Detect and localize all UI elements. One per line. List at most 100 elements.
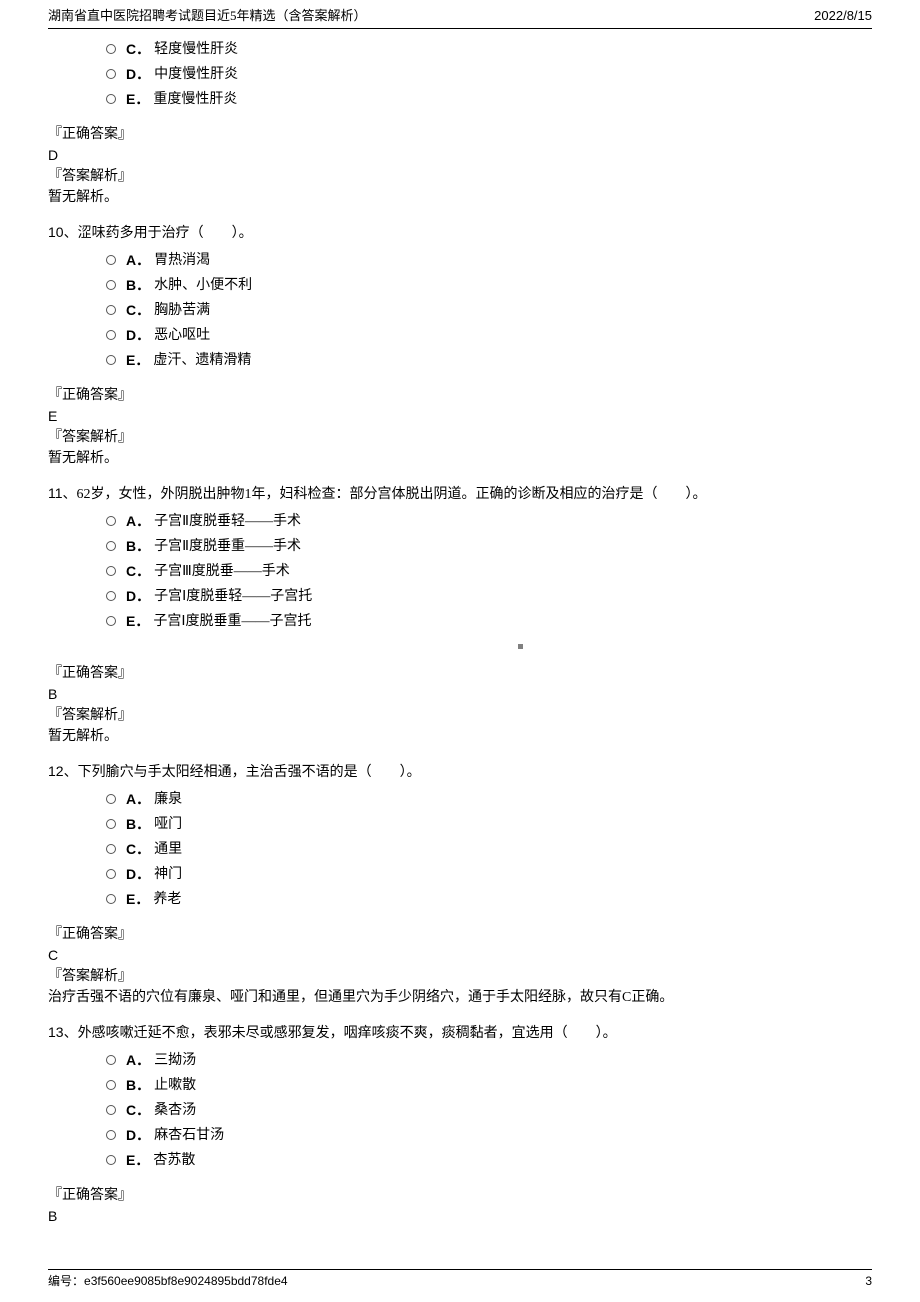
option-row[interactable]: E．杏苏散 <box>106 1150 872 1171</box>
option-letter: B． <box>126 814 150 835</box>
radio-icon[interactable] <box>106 69 116 79</box>
center-marker <box>48 636 872 657</box>
radio-icon[interactable] <box>106 94 116 104</box>
radio-icon[interactable] <box>106 255 116 265</box>
option-text: 水肿、小便不利 <box>154 275 252 296</box>
question-number: 11、 <box>48 485 77 501</box>
option-row[interactable]: E．虚汗、遗精滑精 <box>106 350 872 371</box>
radio-icon[interactable] <box>106 869 116 879</box>
option-text: 杏苏散 <box>153 1150 195 1171</box>
analysis-label: 『答案解析』 <box>48 427 872 448</box>
option-row[interactable]: B．水肿、小便不利 <box>106 275 872 296</box>
analysis-text: 治疗舌强不语的穴位有廉泉、哑门和通里，但通里穴为手少阴络穴，通于手太阳经脉，故只… <box>48 987 872 1008</box>
option-row[interactable]: B．子宫Ⅱ度脱垂重——手术 <box>106 536 872 557</box>
option-row[interactable]: C．通里 <box>106 839 872 860</box>
option-row[interactable]: C．胸胁苦满 <box>106 300 872 321</box>
analysis-text: 暂无解析。 <box>48 726 872 747</box>
option-row[interactable]: C．子宫Ⅲ度脱垂——手术 <box>106 561 872 582</box>
option-letter: D． <box>126 586 150 607</box>
radio-icon[interactable] <box>106 794 116 804</box>
option-letter: D． <box>126 864 150 885</box>
option-text: 子宫Ⅱ度脱垂轻——手术 <box>154 511 301 532</box>
radio-icon[interactable] <box>106 566 116 576</box>
option-row[interactable]: D．麻杏石甘汤 <box>106 1125 872 1146</box>
option-row[interactable]: E．子宫Ⅰ度脱垂重——子宫托 <box>106 611 872 632</box>
option-row[interactable]: E． 重度慢性肝炎 <box>106 89 872 110</box>
option-text: 通里 <box>154 839 182 860</box>
option-letter: C． <box>126 839 150 860</box>
option-letter: A． <box>126 789 150 810</box>
radio-icon[interactable] <box>106 355 116 365</box>
radio-icon[interactable] <box>106 44 116 54</box>
option-row[interactable]: C． 轻度慢性肝炎 <box>106 39 872 60</box>
option-row[interactable]: D．子宫Ⅰ度脱垂轻——子宫托 <box>106 586 872 607</box>
option-letter: C． <box>126 561 150 582</box>
option-text: 胃热消渴 <box>154 250 210 271</box>
option-letter: B． <box>126 536 150 557</box>
answer-label: 『正确答案』 <box>48 385 872 406</box>
radio-icon[interactable] <box>106 819 116 829</box>
answer-value: C <box>48 945 872 966</box>
question-text: 外感咳嗽迁延不愈，表邪未尽或感邪复发，咽痒咳痰不爽，痰稠黏者，宜选用（ ）。 <box>78 1026 617 1041</box>
answer-block: 『正确答案』 B <box>48 1185 872 1227</box>
option-row[interactable]: A．廉泉 <box>106 789 872 810</box>
analysis-text: 暂无解析。 <box>48 187 872 208</box>
radio-icon[interactable] <box>106 1055 116 1065</box>
footer-id: 编号：e3f560ee9085bf8e9024895bdd78fde4 <box>48 1272 288 1290</box>
option-row[interactable]: A．胃热消渴 <box>106 250 872 271</box>
question-number: 12、 <box>48 763 78 779</box>
radio-icon[interactable] <box>106 516 116 526</box>
question-number: 13、 <box>48 1024 78 1040</box>
radio-icon[interactable] <box>106 280 116 290</box>
option-letter: E． <box>126 611 149 632</box>
option-text: 神门 <box>154 864 182 885</box>
footer-page-number: 3 <box>865 1272 872 1290</box>
radio-icon[interactable] <box>106 305 116 315</box>
option-letter: C． <box>126 39 150 60</box>
option-letter: D． <box>126 64 150 85</box>
radio-icon[interactable] <box>106 616 116 626</box>
radio-icon[interactable] <box>106 1130 116 1140</box>
option-row[interactable]: D．神门 <box>106 864 872 885</box>
radio-icon[interactable] <box>106 894 116 904</box>
radio-icon[interactable] <box>106 541 116 551</box>
answer-label: 『正确答案』 <box>48 663 872 684</box>
option-text: 轻度慢性肝炎 <box>154 39 238 60</box>
radio-icon[interactable] <box>106 1155 116 1165</box>
option-text: 养老 <box>153 889 181 910</box>
question-stem: 11、62岁，女性，外阴脱出肿物1年，妇科检查：部分宫体脱出阴道。正确的诊断及相… <box>48 483 872 505</box>
option-row[interactable]: B．止嗽散 <box>106 1075 872 1096</box>
option-text: 中度慢性肝炎 <box>154 64 238 85</box>
option-text: 恶心呕吐 <box>154 325 210 346</box>
option-row[interactable]: B．哑门 <box>106 814 872 835</box>
option-row[interactable]: C．桑杏汤 <box>106 1100 872 1121</box>
square-marker-icon <box>518 644 523 649</box>
option-text: 桑杏汤 <box>154 1100 196 1121</box>
option-letter: A． <box>126 1050 150 1071</box>
page: 湖南省直中医院招聘考试题目近5年精选（含答案解析） 2022/8/15 C． 轻… <box>0 0 920 1227</box>
option-text: 麻杏石甘汤 <box>154 1125 224 1146</box>
radio-icon[interactable] <box>106 330 116 340</box>
option-row[interactable]: A．三拗汤 <box>106 1050 872 1071</box>
answer-label: 『正确答案』 <box>48 124 872 145</box>
question-number: 10、 <box>48 224 78 240</box>
radio-icon[interactable] <box>106 844 116 854</box>
answer-block: 『正确答案』 D 『答案解析』 暂无解析。 <box>48 124 872 208</box>
option-row[interactable]: D．恶心呕吐 <box>106 325 872 346</box>
option-row[interactable]: D． 中度慢性肝炎 <box>106 64 872 85</box>
option-row[interactable]: E．养老 <box>106 889 872 910</box>
answer-label: 『正确答案』 <box>48 924 872 945</box>
option-row[interactable]: A．子宫Ⅱ度脱垂轻——手术 <box>106 511 872 532</box>
radio-icon[interactable] <box>106 1080 116 1090</box>
option-text: 子宫Ⅱ度脱垂重——手术 <box>154 536 301 557</box>
analysis-label: 『答案解析』 <box>48 705 872 726</box>
radio-icon[interactable] <box>106 591 116 601</box>
option-letter: C． <box>126 1100 150 1121</box>
analysis-text: 暂无解析。 <box>48 448 872 469</box>
question-stem: 10、涩味药多用于治疗（ ）。 <box>48 222 872 244</box>
answer-block: 『正确答案』 B 『答案解析』 暂无解析。 <box>48 663 872 747</box>
option-text: 止嗽散 <box>154 1075 196 1096</box>
radio-icon[interactable] <box>106 1105 116 1115</box>
question-stem: 12、下列腧穴与手太阳经相通，主治舌强不语的是（ ）。 <box>48 761 872 783</box>
page-header: 湖南省直中医院招聘考试题目近5年精选（含答案解析） 2022/8/15 <box>48 0 872 29</box>
